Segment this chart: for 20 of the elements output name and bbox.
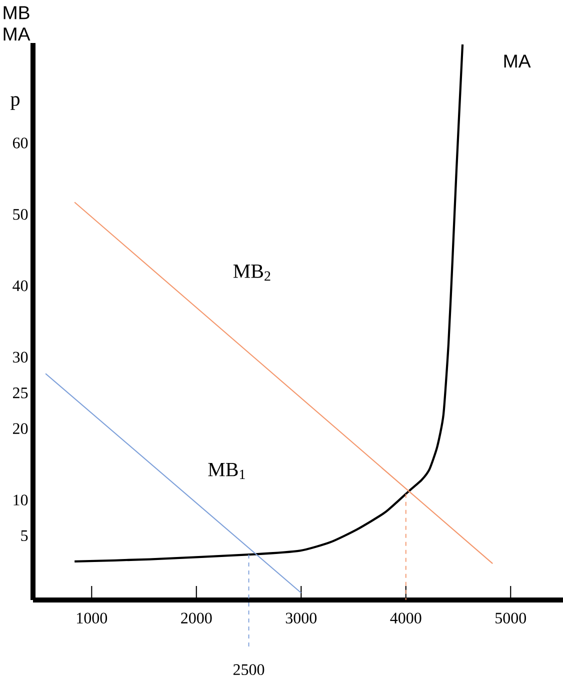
ref-line-label: 2500	[233, 664, 264, 676]
y-tick-label: 40	[12, 280, 28, 292]
series-label: MB$_{1}$	[208, 463, 245, 479]
x-tick-label: 5000	[496, 612, 526, 624]
y-tick-label: 20	[13, 423, 28, 434]
line-series	[74, 43, 464, 563]
y-tick-label: 10	[14, 494, 28, 506]
x-tick-label: 1000	[77, 612, 108, 624]
y-tick-label: 5	[21, 530, 28, 542]
text: p	[10, 96, 20, 110]
y-axis-title: MB MA	[4, 6, 30, 40]
text: MB$_{2}$	[233, 264, 270, 281]
x-tick-label: 3000	[286, 612, 317, 624]
y-tick-label: 25	[13, 388, 28, 398]
text: MA	[504, 54, 531, 68]
y-tick-label: 60	[12, 138, 28, 148]
x-tick-label: 2000	[181, 612, 212, 624]
y-tick-label: 50	[13, 208, 28, 220]
x-tick-label: 4000	[390, 612, 422, 624]
y-tick-label: 30	[13, 352, 28, 363]
